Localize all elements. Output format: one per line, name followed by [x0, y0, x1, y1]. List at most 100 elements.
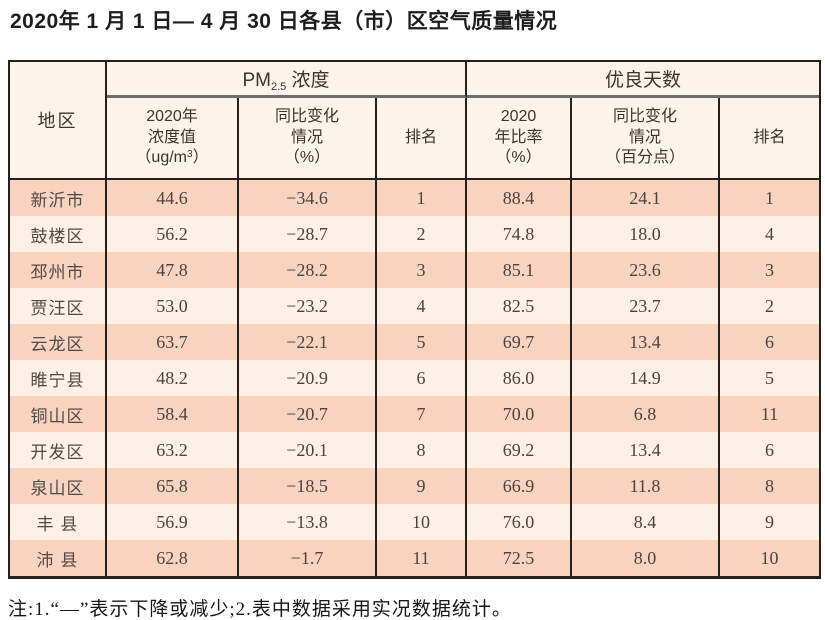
pm-change-cell: −28.7	[239, 216, 377, 252]
pm-value-line2: 浓度值	[147, 128, 196, 146]
days-rate-cell: 69.7	[467, 324, 573, 360]
pm-unit-prefix: （ug/m	[135, 149, 187, 167]
region-cell: 泉山区	[10, 468, 107, 504]
region-cell: 开发区	[10, 432, 107, 468]
days-change-cell: 11.8	[572, 468, 721, 504]
header-group-pm25: PM2.5 浓度	[107, 62, 468, 98]
table-row: 邳州市 47.8 −28.2 3 85.1 23.6 3	[10, 252, 820, 288]
table-row: 泉山区 65.8 −18.5 9 66.9 11.8 8	[10, 468, 820, 504]
pm-rank-cell: 1	[377, 180, 468, 216]
pm-value-cell: 56.9	[107, 504, 239, 540]
table-row: 沛 县 62.8 −1.7 11 72.5 8.0 10	[10, 540, 820, 576]
pm-rank-cell: 8	[377, 432, 468, 468]
region-cell: 睢宁县	[10, 360, 107, 396]
pm-unit-suffix: ）	[192, 149, 209, 167]
days-change-line1: 同比变化	[613, 107, 678, 125]
days-rate-cell: 72.5	[467, 540, 573, 576]
table-row: 铜山区 58.4 −20.7 7 70.0 6.8 11	[10, 396, 820, 432]
days-rank-cell: 9	[720, 504, 820, 540]
pm-value-cell: 58.4	[107, 396, 239, 432]
pm-change-cell: −20.1	[239, 432, 377, 468]
header-days-rank: 排名	[720, 98, 820, 180]
days-rank-cell: 5	[720, 360, 820, 396]
region-cell: 沛 县	[10, 540, 107, 576]
pm-rank-cell: 9	[377, 468, 468, 504]
pm-rank-cell: 10	[377, 504, 468, 540]
days-change-cell: 13.4	[572, 432, 721, 468]
days-change-cell: 18.0	[572, 216, 721, 252]
header-group-row: 地区 PM2.5 浓度 优良天数	[10, 62, 820, 180]
days-change-cell: 24.1	[572, 180, 721, 216]
pm-change-cell: −20.7	[239, 396, 377, 432]
header-group-good-days: 优良天数	[467, 62, 820, 98]
pm-value-cell: 65.8	[107, 468, 239, 504]
pm-rank-cell: 2	[377, 216, 468, 252]
pm-value-line1: 2020年	[146, 107, 198, 125]
header-region: 地区	[10, 62, 107, 180]
pm-value-cell: 44.6	[107, 180, 239, 216]
table-row: 睢宁县 48.2 −20.9 6 86.0 14.9 5	[10, 360, 820, 396]
days-change-line3: （百分点）	[605, 149, 686, 167]
days-rank-cell: 11	[720, 396, 820, 432]
pm-change-cell: −13.8	[239, 504, 377, 540]
pm25-label-prefix: PM	[242, 69, 271, 91]
days-change-cell: 14.9	[572, 360, 721, 396]
region-cell: 丰 县	[10, 504, 107, 540]
region-cell: 云龙区	[10, 324, 107, 360]
days-change-cell: 13.4	[572, 324, 721, 360]
air-quality-table: 地区 PM2.5 浓度 优良天数 2020年 浓度值 （ug/m3） 同比变化 …	[8, 60, 822, 579]
pm-value-cell: 53.0	[107, 288, 239, 324]
days-change-cell: 23.7	[572, 288, 721, 324]
header-pm-value: 2020年 浓度值 （ug/m3）	[107, 98, 239, 180]
pm-value-cell: 63.2	[107, 432, 239, 468]
pm25-label-suffix: 浓度	[286, 69, 330, 91]
footnote: 注:1.“—”表示下降或减少;2.表中数据采用实况数据统计。	[8, 599, 512, 620]
pm-change-cell: −20.9	[239, 360, 377, 396]
days-rate-cell: 74.8	[467, 216, 573, 252]
pm-change-line3: （%）	[283, 149, 331, 167]
pm-value-cell: 63.7	[107, 324, 239, 360]
days-rate-cell: 66.9	[467, 468, 573, 504]
header-days-change: 同比变化 情况 （百分点）	[572, 98, 721, 180]
pm-unit-sup: 3	[187, 149, 193, 161]
days-rate-line3: （%）	[495, 149, 542, 167]
days-rank-cell: 4	[720, 216, 820, 252]
page: 2020年 1 月 1 日— 4 月 30 日各县（市）区空气质量情况 地区 P…	[0, 8, 825, 620]
days-rate-cell: 69.2	[467, 432, 573, 468]
days-rank-cell: 6	[720, 432, 820, 468]
days-change-cell: 8.4	[572, 504, 721, 540]
days-rate-cell: 82.5	[467, 288, 573, 324]
pm-change-cell: −28.2	[239, 252, 377, 288]
table-body: 新沂市 44.6 −34.6 1 88.4 24.1 1 鼓楼区 56.2 −28.7 2 74.8 1…	[10, 180, 820, 576]
header-sub-row: 2020年 浓度值 （ug/m3） 同比变化 情况 （%） 排名 2020 年比…	[10, 98, 820, 180]
pm-change-cell: −1.7	[239, 540, 377, 576]
pm-value-cell: 62.8	[107, 540, 239, 576]
pm-value-cell: 47.8	[107, 252, 239, 288]
days-rank-cell: 10	[720, 540, 820, 576]
days-rate-line2: 年比率	[494, 128, 543, 146]
days-rate-cell: 85.1	[467, 252, 573, 288]
region-cell: 铜山区	[10, 396, 107, 432]
pm-rank-cell: 4	[377, 288, 468, 324]
pm-change-cell: −18.5	[239, 468, 377, 504]
table-row: 鼓楼区 56.2 −28.7 2 74.8 18.0 4	[10, 216, 820, 252]
pm-rank-cell: 7	[377, 396, 468, 432]
days-rank-cell: 1	[720, 180, 820, 216]
days-rank-cell: 3	[720, 252, 820, 288]
pm-change-cell: −23.2	[239, 288, 377, 324]
table-header: 地区 PM2.5 浓度 优良天数 2020年 浓度值 （ug/m3） 同比变化 …	[10, 62, 820, 180]
pm-value-cell: 48.2	[107, 360, 239, 396]
pm-value-cell: 56.2	[107, 216, 239, 252]
region-cell: 贾汪区	[10, 288, 107, 324]
table-row: 新沂市 44.6 −34.6 1 88.4 24.1 1	[10, 180, 820, 216]
header-pm-rank: 排名	[377, 98, 468, 180]
days-rate-line1: 2020	[500, 107, 537, 125]
days-change-cell: 23.6	[572, 252, 721, 288]
region-cell: 邳州市	[10, 252, 107, 288]
pm-change-cell: −34.6	[239, 180, 377, 216]
region-cell: 新沂市	[10, 180, 107, 216]
days-change-line2: 情况	[629, 128, 662, 146]
days-change-cell: 6.8	[572, 396, 721, 432]
pm25-label-subscript: 2.5	[270, 80, 287, 93]
region-cell: 鼓楼区	[10, 216, 107, 252]
